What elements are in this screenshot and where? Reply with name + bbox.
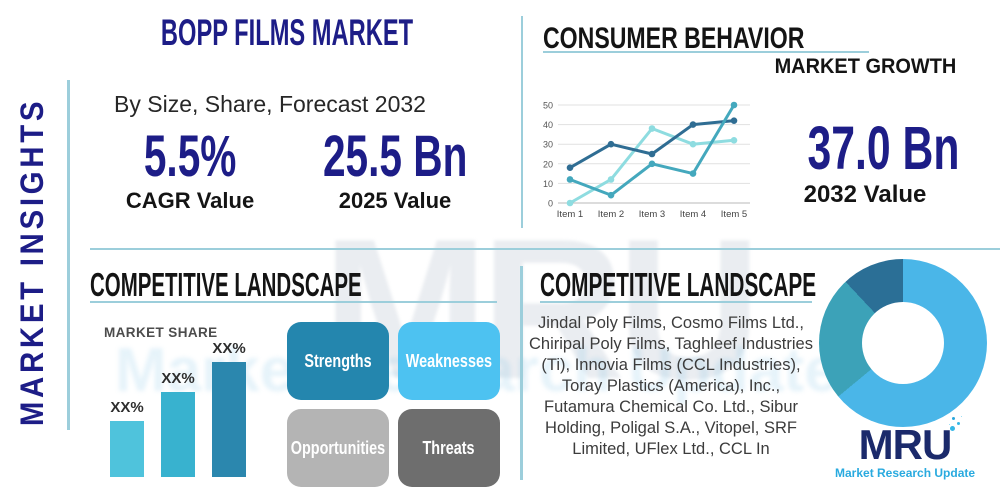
page-subtitle: By Size, Share, Forecast 2032: [114, 91, 426, 117]
swot-weaknesses: Weaknesses: [398, 322, 500, 400]
svg-text:Item 2: Item 2: [598, 209, 624, 220]
market-growth-heading: MARKET GROWTH: [700, 55, 956, 79]
value-2025-label: 2025 Value: [338, 188, 452, 213]
svg-text:Item 1: Item 1: [557, 209, 583, 220]
competitive-landscape-right-text: COMPETITIVE LANDSCAPE: [540, 266, 817, 303]
cagr-stat: 5.5% CAGR Value: [85, 128, 295, 214]
mru-logo-letters: MRU: [858, 421, 953, 468]
mru-logo-tagline: Market Research Update: [835, 466, 976, 480]
top-right-divider-line: [521, 16, 523, 228]
cagr-value: 5.5%: [85, 128, 295, 186]
bottom-right-divider-line: [520, 266, 523, 480]
svg-text:10: 10: [543, 179, 553, 189]
svg-text:50: 50: [543, 101, 553, 111]
bar-group-2: XX%: [161, 370, 195, 477]
value-2025-value: 25.5 Bn: [290, 128, 500, 186]
bar-3: [212, 362, 246, 477]
bar-group-1: XX%: [110, 399, 144, 477]
mru-logo-text: MRU: [858, 421, 956, 468]
page-title-text: BOPP FILMS MARKET: [160, 12, 414, 53]
company-list: Jindal Poly Films, Cosmo Films Ltd., Chi…: [529, 314, 813, 458]
sidebar-vertical-title: MARKET INSIGHTS: [13, 97, 50, 427]
horizontal-divider: [90, 248, 1000, 250]
sidebar-divider-line: [67, 80, 70, 430]
consumer-behavior-underline: [543, 51, 869, 53]
market-growth-heading-text: MARKET GROWTH: [774, 55, 956, 78]
swot-strengths-label: Strengths: [304, 350, 372, 371]
value-2025-text: 25.5 Bn: [322, 124, 468, 189]
swot-weaknesses-label: Weaknesses: [405, 350, 493, 371]
svg-text:Item 5: Item 5: [721, 209, 747, 220]
value-2032-value: 37.0 Bn: [775, 118, 960, 179]
bar-2-label: XX%: [161, 370, 195, 387]
swot-threats: Threats: [398, 409, 500, 487]
svg-text:0: 0: [548, 199, 553, 209]
market-share-bar-chart: XX% XX% XX%: [110, 340, 250, 477]
value-2032-stat: 37.0 Bn 2032 Value: [775, 118, 960, 209]
cagr-value-text: 5.5%: [143, 124, 237, 189]
competitive-landscape-left-text: COMPETITIVE LANDSCAPE: [90, 266, 362, 303]
bar-group-3: XX%: [212, 340, 246, 477]
swot-threats-label: Threats: [422, 437, 476, 458]
value-2032-text: 37.0 Bn: [807, 114, 960, 182]
swot-opportunities: Opportunities: [287, 409, 389, 487]
swot-opportunities-label: Opportunities: [290, 437, 386, 458]
svg-text:20: 20: [543, 159, 553, 169]
value-2032-label: 2032 Value: [803, 181, 927, 208]
consumer-behavior-heading: CONSUMER BEHAVIOR: [543, 22, 882, 56]
watermark-mru: MRU: [322, 198, 761, 421]
market-share-title: MARKET SHARE: [104, 325, 218, 340]
bar-1-label: XX%: [110, 399, 144, 416]
bar-3-label: XX%: [212, 340, 246, 357]
consumer-behavior-heading-text: CONSUMER BEHAVIOR: [543, 22, 805, 55]
cagr-label: CAGR Value: [125, 188, 255, 213]
swot-grid: Strengths Weaknesses Opportunities Threa…: [287, 322, 500, 487]
svg-text:Item 4: Item 4: [680, 209, 706, 220]
mru-logo: MRU Market Research Update: [835, 421, 976, 481]
competitive-landscape-right-heading: COMPETITIVE LANDSCAPE: [540, 266, 978, 304]
swot-strengths: Strengths: [287, 322, 389, 400]
logo-splash-icon: [950, 426, 956, 431]
bar-1: [110, 421, 144, 477]
competitive-landscape-right-underline: [540, 301, 812, 303]
svg-text:30: 30: [543, 140, 553, 150]
competitive-landscape-left-heading: COMPETITIVE LANDSCAPE: [90, 266, 528, 304]
svg-text:Item 3: Item 3: [639, 209, 665, 220]
bar-2: [161, 392, 195, 477]
donut-chart: [819, 259, 987, 427]
page-title: BOPP FILMS MARKET: [90, 12, 450, 54]
consumer-behavior-line-chart: 0 10 20 30 40 50 Item 1 Item 2 Item 3 Item 4 Item …: [543, 101, 750, 220]
competitive-landscape-left-underline: [90, 301, 497, 303]
svg-text:40: 40: [543, 120, 553, 130]
value-2025-stat: 25.5 Bn 2025 Value: [290, 128, 500, 214]
